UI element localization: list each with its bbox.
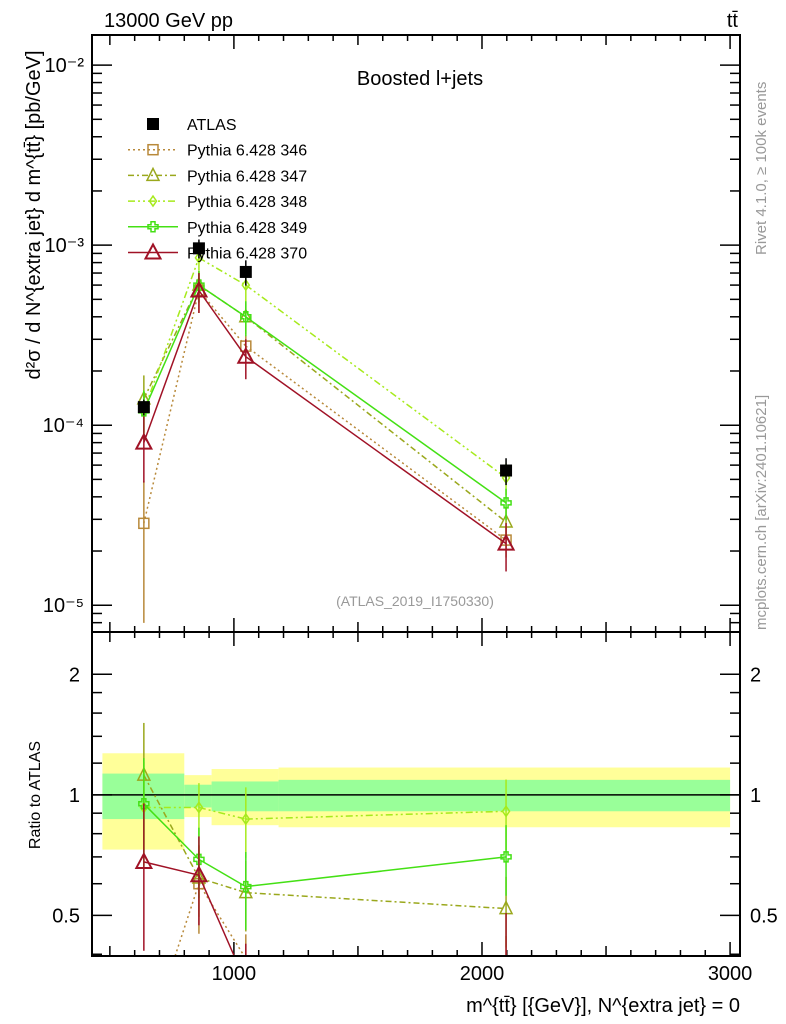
y-tick-label: 10⁻⁴	[43, 415, 84, 437]
main-data-point	[240, 311, 252, 323]
legend-marker	[143, 242, 163, 260]
legend-marker	[147, 221, 159, 233]
ratio-data-point	[240, 880, 252, 893]
main-data-point	[189, 280, 209, 298]
main-data-point	[496, 533, 516, 551]
legend-marker	[148, 194, 158, 208]
main-data-point	[134, 432, 154, 450]
main-data-point	[194, 251, 204, 265]
y-tick-label: 10⁻²	[45, 55, 85, 77]
ratio-series-line	[143, 861, 235, 957]
main-series-line	[143, 257, 507, 479]
rivet-label: Rivet 4.1.0, ≥ 100k events	[753, 82, 770, 255]
legend-label: Pythia 6.428 349	[187, 220, 307, 237]
ratio-y-tick-label-right: 2	[750, 664, 761, 686]
atlas-data-point	[500, 464, 513, 477]
ratio-y-tick-label-right: 1	[750, 785, 761, 807]
y-tick-label: 10⁻⁵	[43, 595, 84, 617]
x-axis-label: m^{tt̄} [{GeV}], N^{extra jet} = 0	[466, 995, 740, 1017]
ratio-data-point	[193, 853, 205, 866]
analysis-label: (ATLAS_2019_I1750330)	[336, 593, 494, 609]
ratio-data-point	[138, 798, 150, 810]
atlas-data-point	[137, 401, 150, 414]
main-series-line	[143, 284, 507, 523]
ratio-y-tick-label: 1	[69, 785, 80, 807]
atlas-data-point	[239, 265, 252, 278]
energy-label: 13000 GeV pp	[104, 10, 233, 32]
legend-marker	[145, 166, 161, 182]
process-label: tt̄	[727, 10, 739, 32]
ratio-y-tick-label-right: 0.5	[750, 905, 778, 927]
x-tick-label: 1000	[212, 963, 257, 985]
main-data-point	[241, 278, 251, 292]
ratio-plot-frame	[91, 631, 741, 957]
main-data-point	[193, 279, 205, 291]
x-tick-label: 2000	[460, 963, 505, 985]
main-data-point	[138, 517, 150, 530]
main-series-line	[143, 290, 507, 541]
mcplots-label: mcplots.cern.ch [arXiv:2401.10621]	[753, 395, 770, 630]
legend-marker	[147, 118, 159, 130]
ratio-band-stat	[184, 784, 212, 808]
x-tick-label: 3000	[708, 963, 753, 985]
ratio-data-point	[134, 851, 154, 869]
legend-label: Pythia 6.428 346	[187, 143, 307, 160]
legend-label: Pythia 6.428 347	[187, 168, 307, 185]
ratio-y-tick-label: 2	[69, 664, 80, 686]
ratio-series-line	[143, 774, 507, 910]
ratio-series-line	[143, 803, 507, 888]
legend-label: ATLAS	[187, 117, 237, 134]
ratio-y-tick-label: 0.5	[52, 905, 80, 927]
ratio-data-point	[501, 804, 511, 818]
ratio-data-point	[500, 851, 512, 863]
legend-label: Pythia 6.428 370	[187, 246, 307, 263]
ratio-series-line	[174, 883, 245, 957]
ratio-data-point	[241, 812, 251, 826]
ratio-data-point	[194, 801, 204, 814]
main-data-point	[236, 346, 255, 364]
ratio-y-axis-label: Ratio to ATLAS	[27, 741, 44, 849]
atlas-data-point	[192, 242, 205, 255]
main-data-point	[500, 497, 512, 509]
legend-label: Pythia 6.428 348	[187, 194, 307, 211]
main-series-line	[143, 290, 507, 545]
legend-marker	[147, 143, 159, 156]
main-y-axis-label: d²σ / d N^{extra jet} d m^{tt̄} [pb/GeV]	[23, 50, 45, 379]
ratio-series-line	[143, 806, 507, 820]
ratio-data-point	[189, 865, 209, 883]
y-tick-label: 10⁻³	[45, 235, 85, 257]
chart-title: Boosted l+jets	[357, 68, 483, 90]
main-series-line	[143, 284, 507, 504]
